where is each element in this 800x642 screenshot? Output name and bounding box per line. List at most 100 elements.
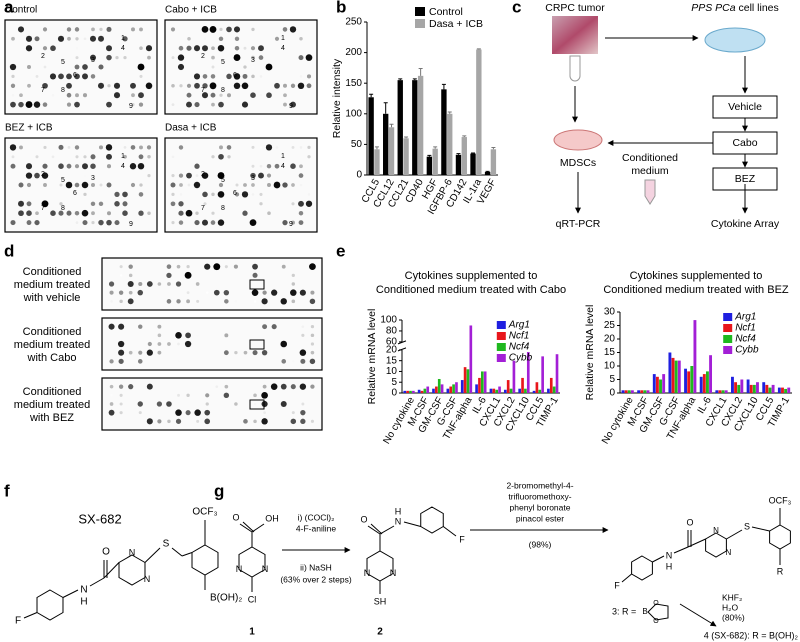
dish [553,129,603,151]
error-bar [433,146,438,149]
blot-spot [109,402,114,406]
blot-spot [242,210,248,216]
bar [446,388,450,393]
blot-spot [74,73,80,80]
blot-spot [243,183,247,187]
blot-spot [261,349,268,356]
ring [118,554,146,586]
blot-spot [266,173,272,178]
blot-spot [176,299,181,304]
label: Conditioned [23,266,82,278]
blot-spot [128,384,134,390]
blot-spot [118,349,125,356]
bar [752,384,756,393]
blot-spot [251,65,255,69]
blot-spot [157,282,162,286]
bar [403,390,407,393]
y-tick-label: 80 [386,326,398,337]
blot-spot [307,155,311,159]
blot-spot [179,84,183,88]
label: medium treated [14,279,90,291]
blot-spot [204,409,211,416]
blot-spot [171,155,175,159]
blot-spot [261,400,268,408]
blot-spot [41,200,49,208]
bar [715,390,719,393]
blot-spot [186,291,190,295]
blot-spot [26,220,32,226]
blot-spot [210,92,216,98]
legend-swatch [496,343,506,351]
blot-spot [259,202,263,206]
blot-spot [49,73,57,80]
blot-spot [42,102,48,107]
blot-spot [119,393,123,397]
blot-spot [186,299,190,304]
blot-spot [138,92,144,99]
panel-letter: e [336,241,345,260]
legend-label: Cybb [509,353,533,364]
blot-spot [301,402,305,406]
blot-spot [171,221,175,225]
bar [484,171,491,175]
blot-spot [147,174,151,178]
blot-label: Control [5,5,37,16]
y-tick-label: 10 [386,366,398,377]
bond [181,552,193,557]
blot-spot [233,54,241,62]
bond [251,523,265,533]
blot-spot [241,82,249,90]
blot-spot [122,36,128,42]
blot-spot [218,36,224,42]
blot-spot [307,145,311,150]
bar [621,390,625,393]
blot-spot [128,350,133,355]
blot-spot [186,265,190,269]
spot-number: 7 [201,87,205,94]
bar [440,384,444,393]
blot-spot [305,200,313,207]
legend-swatch [415,7,425,16]
label: medium [631,165,669,177]
label: ii) NaSH [300,562,332,572]
spot-number: 1 [121,35,125,42]
blot [101,317,323,371]
y-tick-label: 0 [391,388,397,399]
blot-spot [157,419,162,424]
blot-spot [291,183,295,187]
blot-spot [261,298,268,305]
blot-spot [167,419,171,424]
blot-spot [105,144,113,151]
blot-spot [43,183,47,187]
bond [751,526,770,532]
ring [631,555,653,581]
legend-swatch [496,332,506,340]
blot-spot [266,163,272,169]
label: Conditioned [622,152,678,164]
blot-spot [10,101,16,108]
y-tick-label: 25 [604,320,616,331]
blot-spot [270,383,278,390]
blot-spot [178,173,184,178]
blot-spot [25,35,33,42]
label: MDSCs [560,157,596,169]
bar [503,389,507,393]
blot-spot [187,37,191,41]
blot-spot [170,201,176,207]
bar [512,360,516,393]
label: H [80,597,87,608]
label: SH [374,596,387,606]
bar [731,376,734,393]
bar [412,390,415,393]
blot-spot [280,298,287,305]
blot-spot [99,27,103,32]
blot-spot [122,191,128,198]
blot-spot [251,289,259,296]
blot-spot [139,145,143,150]
blot-spot [242,73,248,79]
bar [476,49,482,175]
blot-spot [233,264,238,269]
blot-spot [265,144,273,151]
bar [460,380,464,393]
y-tick-label: 20 [604,334,616,345]
